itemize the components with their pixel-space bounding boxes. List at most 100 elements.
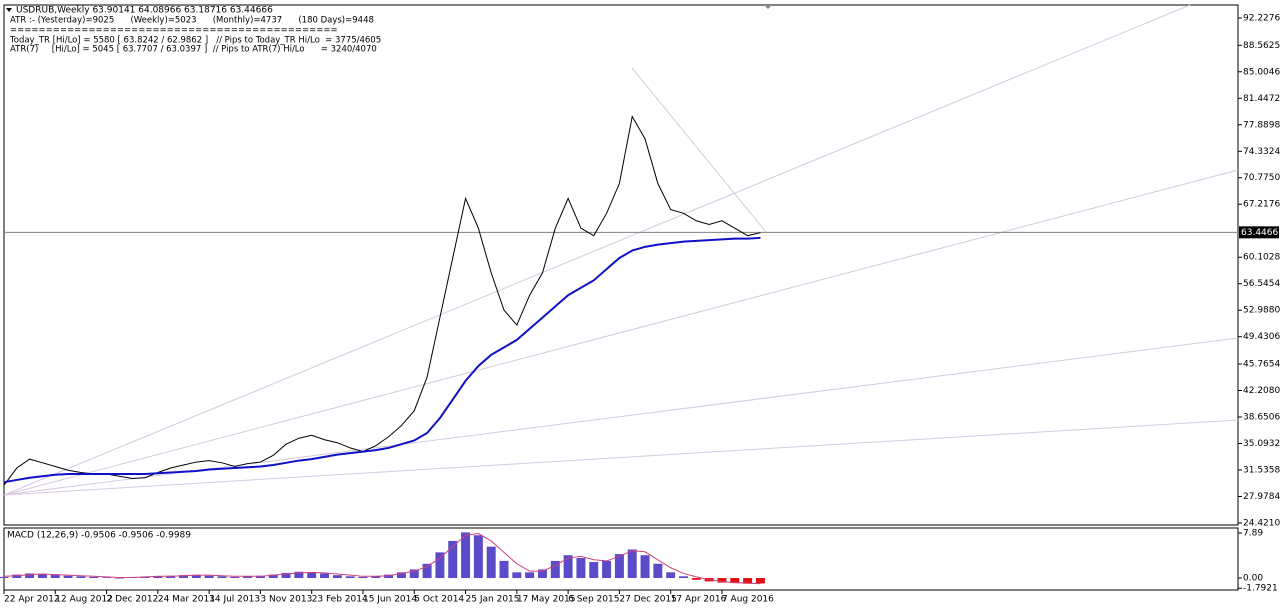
price-line-series	[3, 115, 761, 486]
y-tick-label: 27.97849	[1243, 492, 1280, 502]
macd-bar	[679, 576, 688, 579]
price-label: 63.44666	[1241, 228, 1280, 238]
macd-bar	[743, 578, 753, 584]
y-tick-label: 88.56250	[1243, 41, 1280, 51]
y-tick-label: 35.09329	[1243, 439, 1280, 449]
macd-bar	[191, 575, 201, 579]
macd-bar	[102, 577, 112, 579]
fan-line	[3, 419, 1239, 496]
macd-bar	[422, 563, 432, 579]
macd-bar	[550, 560, 560, 579]
annotation: ========================================…	[10, 26, 338, 36]
fan-line	[3, 4, 1191, 496]
annotation: Today_TR [Hi/Lo] = 5580 [ 63.8242 / 62.9…	[9, 36, 381, 46]
fan-line	[631, 67, 767, 233]
macd-bar	[217, 576, 227, 579]
macd-bar	[525, 572, 535, 579]
macd-bar	[691, 578, 701, 580]
y-tick-label: 38.65069	[1243, 413, 1280, 423]
macd-bar	[76, 576, 86, 579]
macd-bar	[755, 578, 765, 584]
macd-bar	[268, 574, 278, 579]
x-tick-label: 27 Dec 2015	[619, 595, 677, 605]
macd-bar	[166, 575, 176, 579]
y-tick-label: 92.22769	[1243, 13, 1280, 23]
macd-bar	[371, 576, 381, 579]
x-tick-label: 25 Jan 2015	[466, 595, 520, 605]
macd-bar	[461, 532, 471, 579]
macd-bar	[358, 576, 368, 579]
price-label-bg	[1239, 226, 1279, 239]
y-tick-label: 74.33249	[1243, 147, 1280, 157]
macd-bar	[140, 576, 150, 579]
y-tick-label: 67.21769	[1243, 200, 1280, 210]
macd-bar	[12, 574, 22, 579]
macd-bar	[332, 575, 342, 579]
macd-frame	[3, 527, 1239, 591]
annotation: ATR :- (Yesterday)=9025 (Weekly)=5023 (M…	[10, 16, 374, 26]
macd-bar	[179, 575, 188, 579]
macd-bar	[63, 575, 73, 579]
x-tick-label: 3 Nov 2013	[260, 595, 312, 605]
macd-bar	[486, 546, 496, 579]
x-tick-label: 7 Aug 2016	[722, 595, 774, 605]
macd-bar	[89, 576, 99, 579]
x-tick-label: 23 Feb 2014	[312, 595, 368, 605]
y-tick-label: 31.53589	[1243, 465, 1280, 475]
y-tick-label: 45.76549	[1243, 360, 1280, 370]
macd-bar	[204, 575, 214, 579]
chart-title: USDRUB,Weekly 63.90141 64.08966 63.18716…	[16, 6, 273, 16]
menu-arrow[interactable]	[6, 8, 12, 12]
macd-bar	[114, 578, 124, 579]
fan-line	[3, 169, 1239, 496]
y-tick-label: 24.42108	[1243, 518, 1280, 528]
macd-bar	[243, 576, 253, 579]
y-tick-label: 70.77509	[1243, 173, 1280, 183]
macd-bar	[294, 571, 304, 579]
macd-bar	[512, 572, 522, 579]
x-tick-label: 24 Mar 2013	[158, 595, 215, 605]
macd-bar	[563, 555, 573, 579]
macd-bar	[396, 572, 406, 579]
y-tick-label: 81.44729	[1243, 94, 1280, 104]
macd-bar	[602, 560, 612, 579]
x-tick-label: 14 Jul 2013	[209, 595, 260, 605]
y-tick-label: 77.88989	[1243, 120, 1280, 130]
macd-title: MACD (12,26,9) -0.9506 -0.9506 -0.9989	[7, 531, 191, 541]
macd-bar	[537, 569, 547, 579]
signal-line	[3, 533, 761, 585]
macd-bar	[255, 575, 265, 579]
macd-bar	[473, 535, 483, 579]
x-tick-label: 17 May 2015	[517, 595, 576, 605]
x-tick-label: 2 Dec 2012	[107, 595, 159, 605]
x-tick-label: 5 Oct 2014	[414, 595, 464, 605]
x-tick-label: 6 Sep 2015	[568, 595, 619, 605]
macd-bar	[576, 558, 586, 579]
macd-bar	[37, 574, 47, 579]
y-tick-label: 52.98809	[1243, 306, 1280, 316]
y-tick-label: 42.20809	[1243, 386, 1280, 396]
macd-bar	[666, 572, 676, 579]
macd-bar	[730, 578, 740, 584]
macd-bar	[0, 576, 9, 579]
shift-marker	[764, 5, 772, 9]
y-tick-label: 7.89	[1243, 529, 1263, 539]
macd-bar	[307, 572, 317, 579]
macd-bar	[589, 562, 599, 579]
x-tick-label: 12 Aug 2012	[55, 595, 113, 605]
y-tick-label: 0.00	[1243, 574, 1263, 584]
y-tick-label: 49.43069	[1243, 332, 1280, 342]
macd-bar	[653, 563, 663, 579]
macd-bar	[384, 574, 394, 579]
y-tick-label: 56.54549	[1243, 279, 1280, 289]
macd-bar	[281, 572, 291, 579]
macd-bar	[717, 578, 727, 583]
macd-bar	[448, 540, 458, 579]
macd-bar	[640, 555, 650, 579]
macd-bar	[499, 560, 509, 579]
macd-bar	[25, 573, 35, 579]
moving-average	[3, 236, 761, 484]
macd-bar	[627, 549, 637, 579]
y-tick-label: 60.10289	[1243, 253, 1280, 263]
